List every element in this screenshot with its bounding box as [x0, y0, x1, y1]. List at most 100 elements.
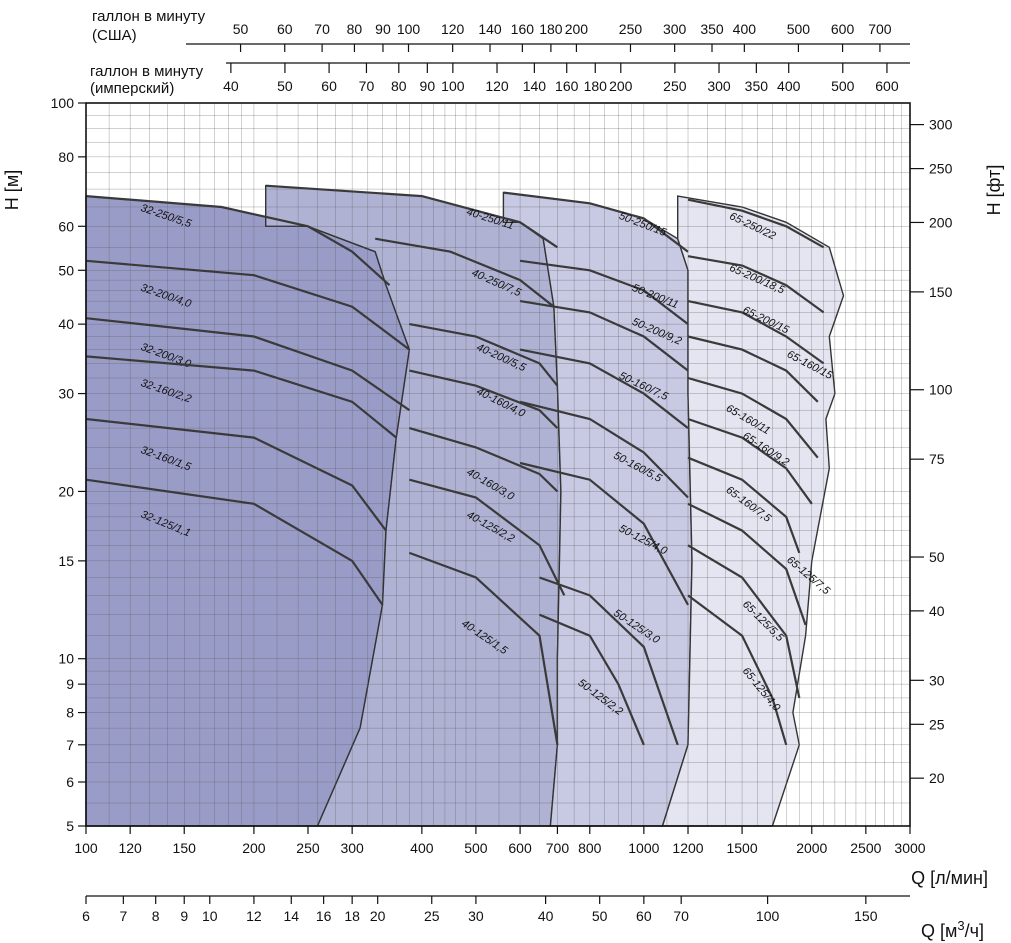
curve-40-250/7,5: [375, 237, 555, 308]
x-tick-label: 800: [578, 840, 602, 856]
y-tick-label: 30: [58, 386, 74, 402]
x-tick-label: 3000: [894, 840, 925, 856]
m3h-tick-label: 9: [180, 908, 188, 924]
curve-32-200/3,0: [85, 317, 411, 412]
imp-gpm-tick-label: 400: [777, 78, 801, 94]
y-tick-label: 7: [66, 737, 74, 753]
imp-gpm-tick-label: 50: [277, 78, 293, 94]
y-tick-label: 5: [66, 818, 74, 834]
curve-65-200/15: [687, 300, 825, 365]
imp-gpm-tick-label: 60: [321, 78, 337, 94]
us-gpm-title-line2: (США): [92, 27, 137, 44]
curve-40-160/3,0: [409, 427, 559, 493]
x-tick-label: 1200: [672, 840, 703, 856]
x-tick-label: 200: [242, 840, 266, 856]
y-axis-right-title: H [фт]: [984, 165, 1004, 216]
m3h-tick-label: 70: [673, 908, 689, 924]
m3h-unit-sup: 3: [957, 918, 964, 933]
m3h-tick-label: 100: [756, 908, 780, 924]
imp-gpm-tick-label: 80: [391, 78, 407, 94]
us-gpm-tick-label: 120: [441, 21, 465, 37]
imp-gpm-tick-label: 180: [584, 78, 608, 94]
m3h-tick-label: 8: [152, 908, 160, 924]
m3h-unit-tail: /ч]: [965, 921, 984, 941]
curve-32-200/4,0: [85, 259, 411, 351]
x-tick-label: 1000: [628, 840, 659, 856]
plot-frame: [85, 102, 911, 827]
ft-tick-label: 200: [929, 214, 953, 230]
imp-gpm-tick-label: 350: [745, 78, 769, 94]
us-gpm-tick-label: 600: [831, 21, 855, 37]
m3h-tick-label: 50: [592, 908, 608, 924]
curve-65-160/11: [687, 376, 819, 459]
m3h-tick-label: 6: [82, 908, 90, 924]
m3h-tick-label: 12: [246, 908, 262, 924]
x-axis-title: Q [л/мин]: [911, 868, 988, 888]
us-gpm-tick-label: 60: [277, 21, 293, 37]
m3h-unit-base: Q [м: [921, 921, 957, 941]
ft-tick-label: 100: [929, 382, 953, 398]
us-gpm-tick-label: 200: [565, 21, 589, 37]
imp-gpm-tick-label: 300: [707, 78, 731, 94]
us-gpm-tick-label: 70: [314, 21, 330, 37]
curve-40-200/5,5: [409, 323, 559, 387]
m3h-tick-label: 10: [202, 908, 218, 924]
imp-gpm-title-line2: (имперский): [90, 80, 174, 97]
curve-65-125/5,5: [687, 544, 801, 699]
ft-tick-label: 250: [929, 161, 953, 177]
x-tick-label: 600: [508, 840, 532, 856]
curve-50-160/5,5: [519, 400, 689, 499]
curve-65-160/9,2: [687, 417, 813, 505]
us-gpm-tick-label: 50: [233, 21, 249, 37]
ft-tick-label: 150: [929, 284, 953, 300]
us-gpm-tick-label: 160: [511, 21, 535, 37]
y-tick-label: 100: [51, 95, 75, 111]
ft-tick-label: 75: [929, 451, 945, 467]
curve-40-160/4,0: [409, 369, 559, 429]
y-tick-label: 15: [58, 553, 74, 569]
y-tick-label: 9: [66, 676, 74, 692]
imp-gpm-tick-label: 250: [663, 78, 687, 94]
us-gpm-tick-label: 400: [733, 21, 757, 37]
curve-50-125/2,2: [539, 613, 645, 746]
m3h-tick-label: 16: [316, 908, 332, 924]
curve-50-250/15: [503, 191, 689, 253]
ft-tick-label: 300: [929, 117, 953, 133]
ft-tick-label: 20: [929, 770, 945, 786]
imp-gpm-tick-label: 40: [223, 78, 239, 94]
imp-gpm-tick-label: 70: [359, 78, 375, 94]
us-gpm-title-line1: галлон в минуту: [92, 8, 206, 25]
y-tick-label: 10: [58, 651, 74, 667]
ft-tick-label: 40: [929, 603, 945, 619]
ft-tick-label: 25: [929, 716, 945, 732]
m3h-tick-label: 18: [344, 908, 360, 924]
x-axis-m3h-title: Q [м3/ч]: [921, 918, 984, 941]
imp-gpm-tick-label: 600: [875, 78, 899, 94]
m3h-tick-label: 60: [636, 908, 652, 924]
m3h-tick-label: 14: [283, 908, 299, 924]
us-gpm-tick-label: 300: [663, 21, 687, 37]
imp-gpm-tick-label: 90: [420, 78, 436, 94]
x-tick-label: 2500: [850, 840, 881, 856]
curve-65-125/4,0: [687, 594, 788, 746]
curve-65-125/7,5: [687, 502, 807, 626]
grid: [85, 102, 911, 827]
plot-border: [85, 102, 911, 827]
y-tick-label: 80: [58, 149, 74, 165]
curve-50-125/3,0: [539, 576, 679, 746]
imp-gpm-tick-label: 140: [523, 78, 547, 94]
x-tick-label: 500: [464, 840, 488, 856]
axes: 100 120 150 200 250 300 400 500 600 700 800 1000 120…: [51, 21, 953, 924]
us-gpm-tick-label: 80: [347, 21, 363, 37]
imp-gpm-tick-label: 120: [485, 78, 509, 94]
us-gpm-tick-label: 700: [868, 21, 892, 37]
curve-50-160/7,5: [519, 348, 689, 429]
y-tick-label: 60: [58, 218, 74, 234]
us-gpm-tick-label: 180: [539, 21, 563, 37]
x-tick-label: 1500: [726, 840, 757, 856]
imp-gpm-tick-label: 200: [609, 78, 633, 94]
curve-32-250/5,5: [85, 195, 391, 287]
us-gpm-tick-label: 90: [375, 21, 391, 37]
curve-65-200/18,5: [687, 255, 825, 314]
